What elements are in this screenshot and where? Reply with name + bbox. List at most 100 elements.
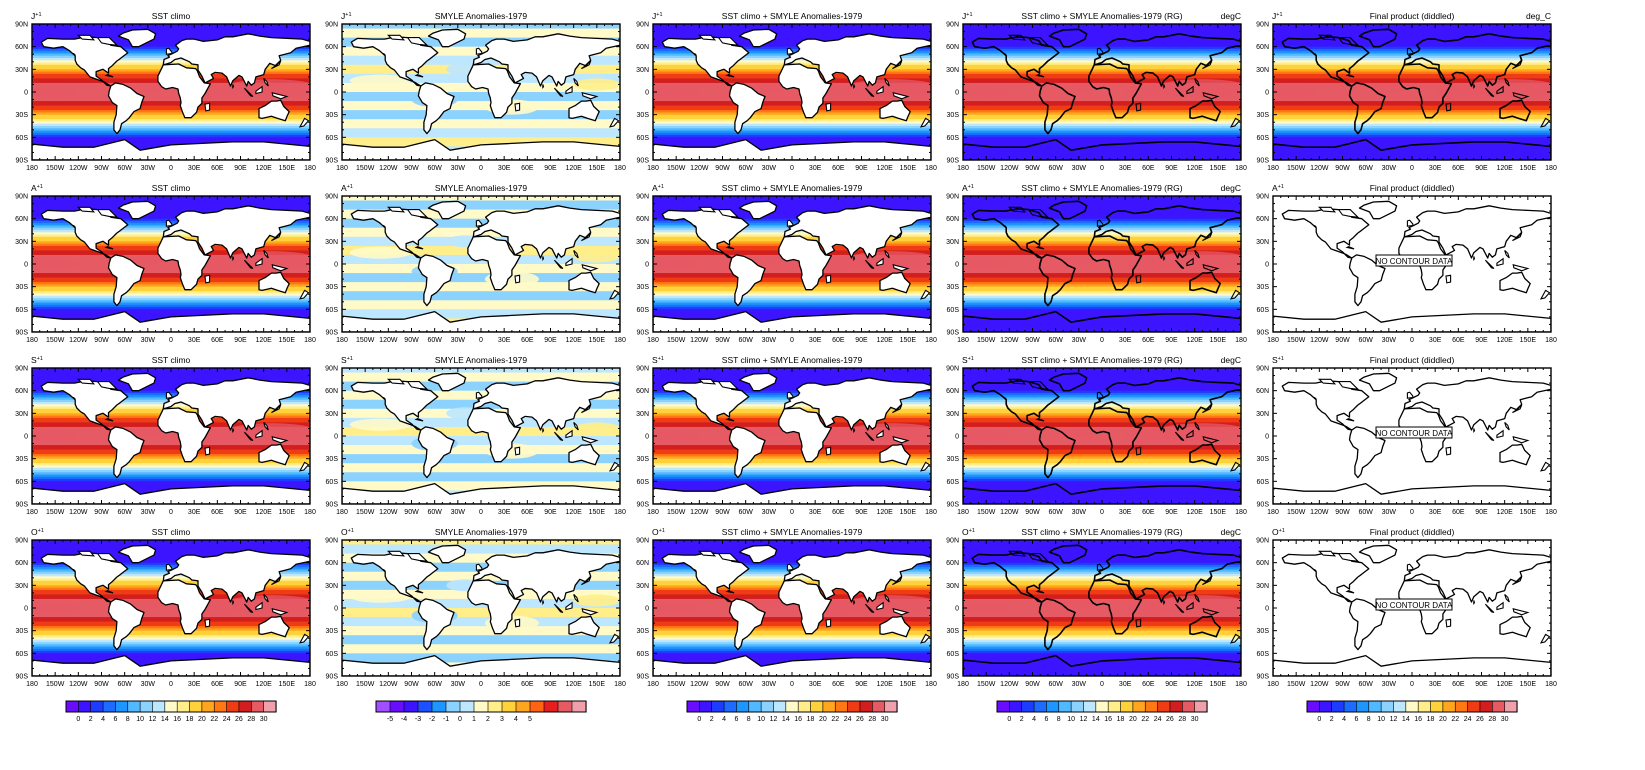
panel-title: SST climo + SMYLE Anomalies-1979 (RG) — [1021, 355, 1182, 365]
lat-tick-label: 0 — [645, 262, 649, 269]
lon-tick-label: 150W — [667, 337, 686, 344]
lon-tick-label: 120W — [1310, 509, 1329, 516]
lon-tick-label: 60E — [1452, 681, 1465, 688]
colorbar-label: 28 — [1488, 716, 1496, 723]
lon-tick-label: 90E — [1165, 681, 1178, 688]
lat-tick-label: 30S — [947, 456, 960, 463]
sst-field — [1273, 24, 1551, 160]
lon-tick-label: 120W — [690, 509, 709, 516]
lat-tick-label: 90S — [637, 330, 650, 337]
colorbar-label: 14 — [1092, 716, 1100, 723]
lat-tick-label: 30N — [15, 411, 28, 418]
colorbar-label: -2 — [429, 716, 435, 723]
colorbar-swatch — [1479, 700, 1493, 713]
sst-field — [963, 24, 1241, 160]
colorbar-swatch — [473, 700, 489, 713]
lat-tick-label: 30N — [636, 583, 649, 590]
units-label: degC — [1221, 11, 1241, 21]
lon-tick-label: 30E — [1119, 681, 1132, 688]
colorbar-swatch — [810, 700, 824, 713]
colorbar-swatch — [1070, 700, 1085, 713]
colorbar-label: 2 — [1020, 716, 1024, 723]
lon-tick-label: 120W — [69, 165, 88, 172]
lon-tick-label: 150E — [1520, 337, 1537, 344]
month-superscript: +1 — [348, 528, 354, 534]
lon-tick-label: 90W — [1335, 681, 1350, 688]
colorbar-label: 8 — [1057, 716, 1061, 723]
lon-tick-label: 180 — [26, 165, 38, 172]
lon-tick-label: 60W — [427, 509, 442, 516]
lon-tick-label: 150E — [900, 681, 917, 688]
month-label: O+1 — [31, 527, 44, 537]
lon-tick-label: 180 — [957, 681, 969, 688]
panel-title: SMYLE Anomalies-1979 — [435, 527, 527, 537]
lon-tick-label: 180 — [1235, 165, 1247, 172]
colorbar-swatch — [1107, 700, 1122, 713]
lat-tick-label: 90S — [1257, 330, 1270, 337]
lon-tick-label: 90E — [1475, 681, 1488, 688]
colorbar-3: 0 2 4 6 8 10 12 14 16 18 20 22 24 26 28 30 — [686, 700, 898, 723]
lat-tick-label: 0 — [955, 434, 959, 441]
colorbar-swatch — [1009, 700, 1023, 713]
lon-tick-label: 120E — [565, 165, 582, 172]
colorbar-label: 24 — [844, 716, 852, 723]
colorbar-swatch — [1430, 700, 1444, 713]
lon-tick-label: 60E — [1452, 337, 1465, 344]
lon-tick-label: 60E — [211, 681, 224, 688]
colorbar-label: 18 — [186, 716, 194, 723]
lat-tick-label: 60S — [947, 135, 960, 142]
lat-tick-label: 30N — [946, 67, 959, 74]
lon-tick-label: 90W — [94, 337, 109, 344]
lat-tick-label: 60N — [15, 44, 28, 51]
colorbar-1: 0 2 4 6 8 10 12 14 16 18 20 22 24 26 28 30 — [65, 700, 277, 723]
colorbar-label: 16 — [1104, 716, 1112, 723]
lat-tick-label: 60N — [15, 388, 28, 395]
lon-tick-label: 30E — [498, 337, 511, 344]
lat-tick-label: 90S — [16, 674, 29, 681]
lon-tick-label: 150E — [279, 509, 296, 516]
lon-tick-label: 180 — [925, 165, 937, 172]
colorbar-swatch — [139, 700, 154, 713]
lon-tick-label: 0 — [1410, 509, 1414, 516]
lat-tick-label: 0 — [645, 606, 649, 613]
colorbar-label: 30 — [260, 716, 268, 723]
lon-tick-label: 150W — [667, 509, 686, 516]
lon-tick-label: 90E — [544, 681, 557, 688]
lat-tick-label: 60N — [325, 388, 338, 395]
lon-tick-label: 60W — [117, 165, 132, 172]
lon-tick-label: 150W — [356, 681, 375, 688]
lon-tick-label: 180 — [304, 509, 316, 516]
lon-tick-label: 150E — [279, 165, 296, 172]
month-label: A+1 — [341, 183, 353, 193]
lat-tick-label: 90N — [636, 194, 649, 201]
colorbar-swatch — [1181, 700, 1196, 713]
lon-tick-label: 90E — [855, 681, 868, 688]
lon-tick-label: 30W — [1382, 509, 1397, 516]
lat-tick-label: 30N — [325, 67, 338, 74]
lon-tick-label: 60E — [1452, 509, 1465, 516]
lon-tick-label: 30W — [1382, 681, 1397, 688]
colorbar-label: 2 — [486, 716, 490, 723]
lon-tick-label: 120W — [1000, 509, 1019, 516]
lon-tick-label: 90W — [94, 509, 109, 516]
colorbar-swatch — [1356, 700, 1370, 713]
lon-tick-label: 60W — [117, 681, 132, 688]
month-label: A+1 — [31, 183, 43, 193]
colorbar-label: 28 — [247, 716, 255, 723]
lon-tick-label: 60E — [1142, 681, 1155, 688]
lon-tick-label: 30W — [762, 337, 777, 344]
coastline — [963, 200, 1241, 332]
lon-tick-label: 30E — [809, 509, 822, 516]
lon-tick-label: 30W — [141, 165, 156, 172]
lon-tick-label: 120E — [876, 337, 893, 344]
lat-tick-label: 30N — [946, 583, 959, 590]
lat-tick-label: 60S — [1257, 307, 1270, 314]
lat-tick-label: 60S — [326, 479, 339, 486]
colorbar-label: 10 — [1067, 716, 1075, 723]
